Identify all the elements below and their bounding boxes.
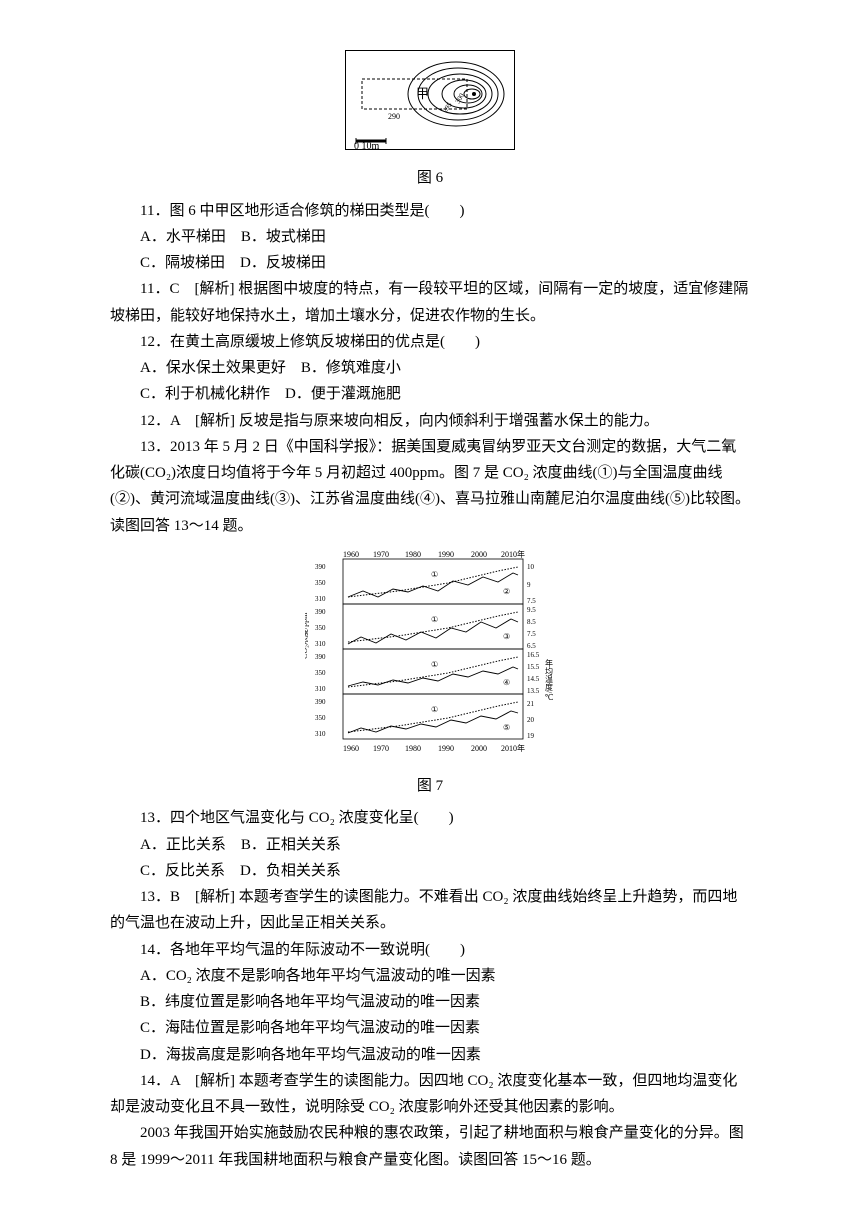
q14-stem: 14．各地年平均气温的年际波动不一致说明( ) [110, 937, 750, 963]
svg-text:1970: 1970 [373, 550, 389, 559]
svg-text:19: 19 [527, 732, 535, 740]
q11-answer: 11．C [解析] 根据图中坡度的特点，有一段较平坦的区域，间隔有一定的坡度，适… [110, 276, 750, 329]
svg-text:8.5: 8.5 [527, 618, 536, 626]
q11-options-line2: C．隔坡梯田 D．反坡梯田 [110, 250, 750, 276]
q11-optC: C．隔坡梯田 [140, 255, 225, 271]
q14-optA: A．CO₂ 浓度不是影响各地年平均气温波动的唯一因素 [110, 963, 750, 989]
svg-text:350: 350 [315, 579, 326, 587]
svg-text:CO₂浓度/ppm: CO₂浓度/ppm [305, 612, 309, 659]
figure-6-caption: 图 6 [110, 165, 750, 191]
q13-options-line1: A．正比关系 B．正相关关系 [110, 832, 750, 858]
svg-text:9: 9 [527, 581, 531, 589]
q12-optB: B．修筑难度小 [301, 360, 401, 376]
q14-optD: D．海拔高度是影响各地年平均气温波动的唯一因素 [110, 1042, 750, 1068]
q12-optD: D．便于灌溉施肥 [285, 386, 401, 402]
figure-6-image: 甲 290 295 300 0 10m [345, 50, 515, 150]
svg-text:2000: 2000 [471, 744, 487, 753]
svg-text:310: 310 [315, 730, 326, 738]
q11-optA: A．水平梯田 [140, 229, 226, 245]
q12-options-line2: C．利于机械化耕作 D．便于灌溉施肥 [110, 381, 750, 407]
svg-text:390: 390 [315, 653, 326, 661]
svg-text:7.5: 7.5 [527, 630, 536, 638]
q11-stem: 11．图 6 中甲区地形适合修筑的梯田类型是( ) [110, 198, 750, 224]
svg-text:2010年: 2010年 [501, 549, 525, 559]
svg-text:7.5: 7.5 [527, 597, 536, 605]
intro-15-16: 2003 年我国开始实施鼓励农民种粮的惠农政策，引起了耕地面积与粮食产量变化的分… [110, 1120, 750, 1173]
svg-text:①: ① [431, 705, 438, 714]
q12-stem: 12．在黄土高原缓坡上修筑反坡梯田的优点是( ) [110, 329, 750, 355]
svg-text:1990: 1990 [438, 744, 454, 753]
svg-text:14.5: 14.5 [527, 675, 540, 683]
svg-text:年均温度/℃: 年均温度/℃ [544, 658, 554, 702]
svg-text:②: ② [503, 587, 510, 596]
q13-stem: 13．四个地区气温变化与 CO₂ 浓度变化呈( ) [110, 805, 750, 831]
svg-text:350: 350 [315, 624, 326, 632]
svg-text:15.5: 15.5 [527, 663, 540, 671]
q14-optB: B．纬度位置是影响各地年平均气温波动的唯一因素 [110, 989, 750, 1015]
svg-text:20: 20 [527, 716, 535, 724]
q13-optD: D．负相关关系 [240, 863, 341, 879]
q13-options-line2: C．反比关系 D．负相关关系 [110, 858, 750, 884]
q11-optB: B．坡式梯田 [241, 229, 326, 245]
q14-optC: C．海陆位置是影响各地年平均气温波动的唯一因素 [110, 1015, 750, 1041]
svg-text:350: 350 [315, 669, 326, 677]
svg-text:①: ① [431, 570, 438, 579]
svg-text:13.5: 13.5 [527, 687, 540, 695]
q13-optC: C．反比关系 [140, 863, 225, 879]
svg-text:①: ① [431, 660, 438, 669]
svg-text:350: 350 [315, 714, 326, 722]
q12-optA: A．保水保土效果更好 [140, 360, 286, 376]
svg-text:④: ④ [503, 678, 510, 687]
q14-answer: 14．A [解析] 本题考查学生的读图能力。因四地 CO₂ 浓度变化基本一致，但… [110, 1068, 750, 1121]
chart-svg: 390 350 310 10 9 7.5 ① ② 390 350 310 9.5 8.5 7.5 6… [305, 549, 555, 759]
q13-optB: B．正相关关系 [241, 837, 341, 853]
svg-text:310: 310 [315, 640, 326, 648]
q12-answer: 12．A [解析] 反坡是指与原来坡向相反，向内倾斜利于增强蓄水保土的能力。 [110, 408, 750, 434]
svg-text:0 10m: 0 10m [354, 141, 380, 151]
svg-text:2010年: 2010年 [501, 743, 525, 753]
svg-text:甲: 甲 [416, 86, 429, 101]
svg-text:①: ① [431, 615, 438, 624]
q12-options-line1: A．保水保土效果更好 B．修筑难度小 [110, 355, 750, 381]
svg-text:1980: 1980 [405, 744, 421, 753]
svg-text:⑤: ⑤ [503, 723, 510, 732]
svg-text:310: 310 [315, 595, 326, 603]
svg-text:9.5: 9.5 [527, 606, 536, 614]
svg-text:390: 390 [315, 563, 326, 571]
svg-text:6.5: 6.5 [527, 642, 536, 650]
figure-7: 390 350 310 10 9 7.5 ① ② 390 350 310 9.5 8.5 7.5 6… [110, 549, 750, 768]
svg-text:390: 390 [315, 698, 326, 706]
q11-optD: D．反坡梯田 [240, 255, 326, 271]
svg-text:1960: 1960 [343, 550, 359, 559]
svg-text:16.5: 16.5 [527, 651, 540, 659]
contour-svg: 甲 290 295 300 0 10m [346, 51, 516, 151]
figure-6: 甲 290 295 300 0 10m [110, 50, 750, 160]
svg-text:295: 295 [441, 101, 454, 115]
q12-optC: C．利于机械化耕作 [140, 386, 270, 402]
svg-text:2000: 2000 [471, 550, 487, 559]
figure-7-caption: 图 7 [110, 773, 750, 799]
svg-text:290: 290 [388, 112, 400, 121]
svg-text:390: 390 [315, 608, 326, 616]
svg-text:1990: 1990 [438, 550, 454, 559]
svg-text:310: 310 [315, 685, 326, 693]
intro-13-14: 13．2013 年 5 月 2 日《中国科学报》：据美国夏威夷冒纳罗亚天文台测定… [110, 434, 750, 539]
q13-optA: A．正比关系 [140, 837, 226, 853]
svg-text:③: ③ [503, 632, 510, 641]
svg-text:21: 21 [527, 700, 535, 708]
svg-text:1980: 1980 [405, 550, 421, 559]
q11-options-line1: A．水平梯田 B．坡式梯田 [110, 224, 750, 250]
svg-text:10: 10 [527, 563, 535, 571]
svg-text:1960: 1960 [343, 744, 359, 753]
svg-text:1970: 1970 [373, 744, 389, 753]
q13-answer: 13．B [解析] 本题考查学生的读图能力。不难看出 CO₂ 浓度曲线始终呈上升… [110, 884, 750, 937]
